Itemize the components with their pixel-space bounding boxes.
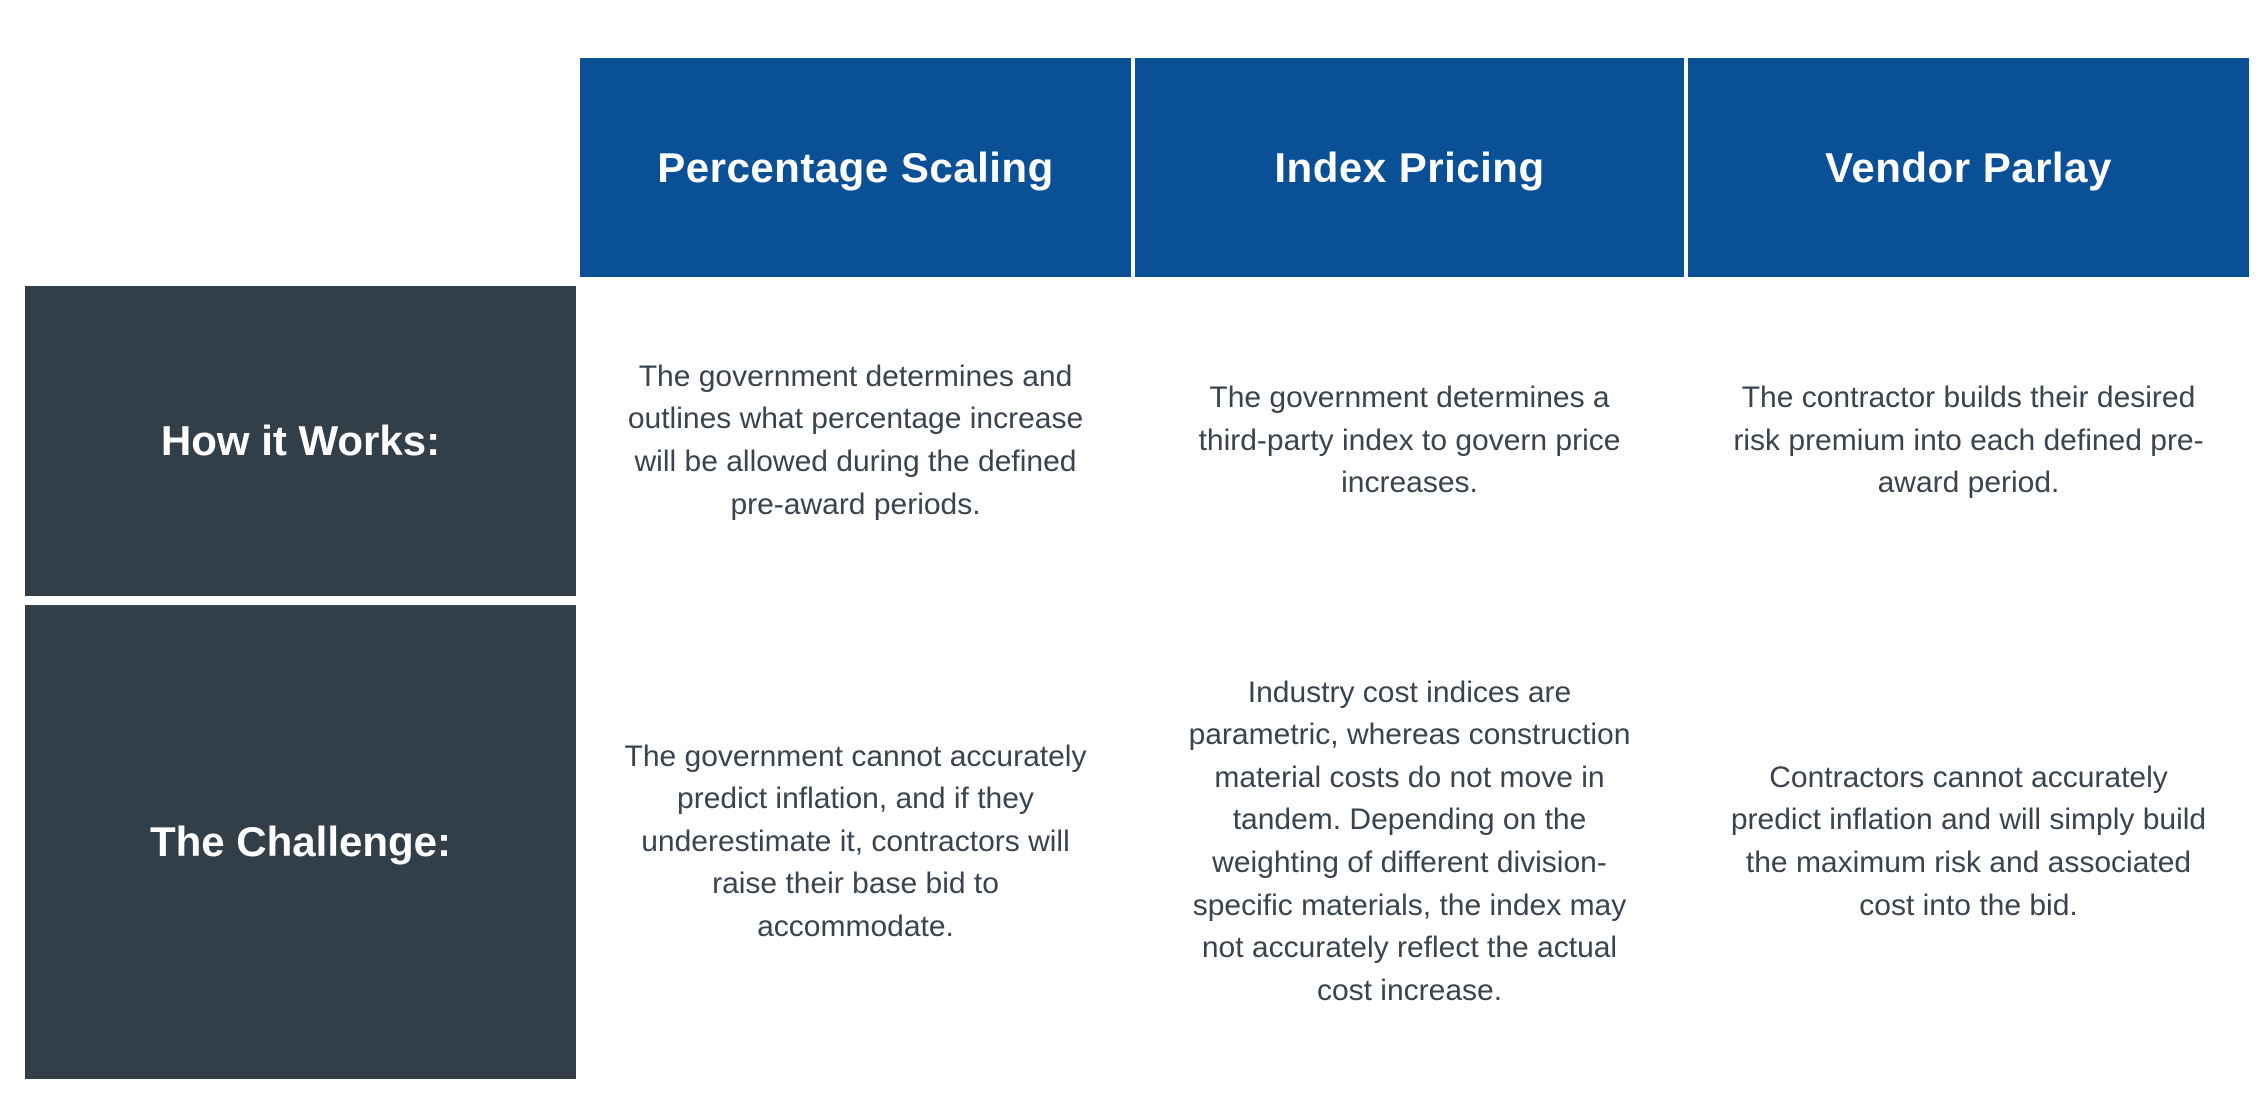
cell-how-it-works-vendor-parlay: The contractor builds their desired risk… (1733, 381, 2204, 500)
column-header-index-pricing: Index Pricing (1135, 58, 1684, 277)
cell-challenge-vendor-parlay: Contractors cannot accurately predict in… (1730, 760, 2207, 922)
cell-challenge-percentage-scaling: The government cannot accurately predict… (624, 739, 1087, 943)
column-header-vendor-parlay: Vendor Parlay (1688, 58, 2249, 277)
table-corner-spacer (25, 58, 576, 277)
cell-how-it-works-percentage-scaling: The government determines and outlines w… (627, 359, 1084, 521)
row-label-how-it-works: How it Works: (25, 286, 576, 596)
column-header-percentage-scaling: Percentage Scaling (580, 58, 1131, 277)
row-label-the-challenge: The Challenge: (25, 605, 576, 1079)
cell-challenge-index-pricing: Industry cost indices are parametric, wh… (1188, 675, 1631, 1007)
comparison-table: Percentage Scaling Index Pricing Vendor … (25, 58, 2249, 1079)
cell-how-it-works-index-pricing: The government determines a third-party … (1198, 381, 1621, 500)
